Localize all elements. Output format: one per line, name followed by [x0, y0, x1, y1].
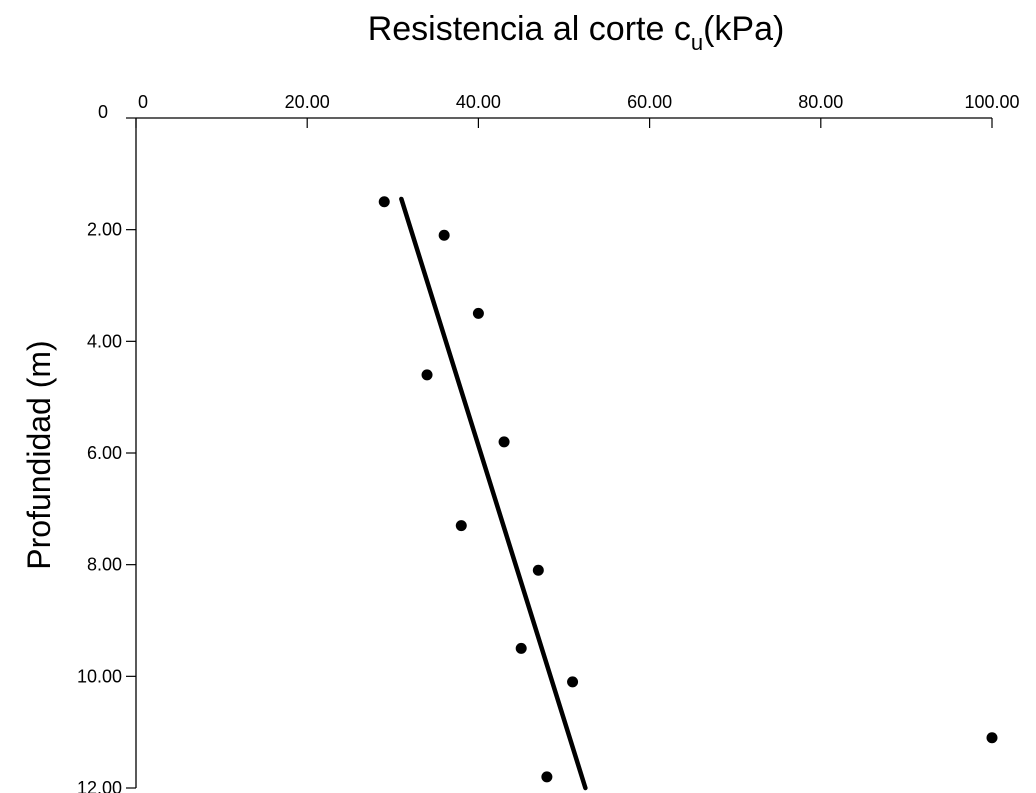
y-tick-label: 6.00 [87, 443, 122, 463]
y-tick-label: 12.00 [77, 778, 122, 793]
data-points [378, 196, 998, 783]
data-point [378, 196, 390, 208]
chart-title-prefix: Resistencia al corte c [368, 10, 691, 48]
x-tick-label: 20.00 [285, 92, 330, 112]
y-tick-label: 2.00 [87, 220, 122, 240]
x-tick-label: 40.00 [456, 92, 501, 112]
data-point [472, 307, 484, 319]
fit-line-group [399, 196, 588, 791]
x-tick-label: 60.00 [627, 92, 672, 112]
y-tick-label: 10.00 [77, 666, 122, 686]
y-tick-label: 0 [98, 102, 108, 122]
chart-title-subscript: u [691, 30, 703, 55]
data-point [986, 732, 998, 744]
chart-title-suffix: (kPa) [703, 10, 784, 48]
x-tick-label: 100.00 [964, 92, 1019, 112]
x-tick-label: 80.00 [798, 92, 843, 112]
x-tick-label: 0 [138, 92, 148, 112]
axes [135, 117, 992, 788]
data-point [498, 436, 510, 448]
data-point [455, 520, 467, 532]
data-point [438, 229, 450, 241]
y-axis-label: Profundidad (m) [21, 340, 57, 569]
x-ticks: 0 20.00 40.00 60.00 80.00 100.00 [135, 92, 1020, 128]
y-tick-label: 4.00 [87, 331, 122, 351]
data-point [532, 564, 544, 576]
y-tick-label: 8.00 [87, 555, 122, 575]
data-point [515, 642, 527, 654]
data-point [541, 771, 553, 783]
data-point [421, 369, 433, 381]
chart-title: Resistencia al corte cu(kPa) [368, 10, 785, 55]
y-ticks: 0 2.00 4.00 6.00 8.00 10.00 12.00 [77, 102, 136, 793]
data-point [567, 676, 579, 688]
trend-line [399, 196, 588, 791]
